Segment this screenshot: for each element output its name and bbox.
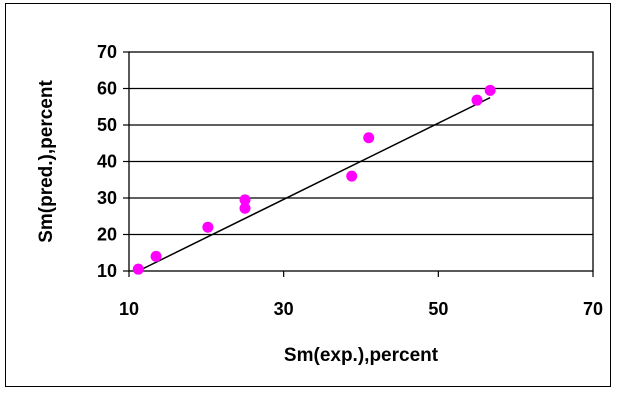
trendline — [137, 96, 491, 272]
gridlines — [129, 87, 593, 236]
data-point — [471, 94, 483, 106]
x-tick-label: 50 — [428, 299, 448, 319]
x-tick-label: 30 — [274, 299, 294, 319]
y-tick-label: 40 — [97, 152, 117, 172]
y-tick-label: 30 — [97, 188, 117, 208]
x-tick-label: 10 — [119, 299, 139, 319]
data-point — [239, 194, 251, 206]
data-point — [239, 202, 251, 214]
data-point — [363, 132, 375, 144]
y-tick-label: 60 — [97, 79, 117, 99]
x-tick-label: 70 — [583, 299, 603, 319]
data-point — [346, 170, 358, 182]
chart-frame — [5, 3, 611, 387]
y-axis-ticks: 10 20 30 40 50 60 70 — [97, 42, 129, 281]
y-tick-label: 70 — [97, 42, 117, 62]
data-point — [202, 221, 214, 233]
x-axis-title: Sm(exp.),percent — [284, 345, 439, 366]
data-point — [150, 250, 162, 262]
data-point — [484, 84, 496, 96]
x-axis-ticks: 10 30 50 70 — [119, 271, 603, 319]
y-tick-label: 20 — [97, 225, 117, 245]
data-points — [132, 84, 496, 275]
y-tick-label: 50 — [97, 115, 117, 135]
y-axis-title: Sm(pred.),percent — [36, 80, 57, 243]
data-point — [132, 263, 144, 275]
y-tick-label: 10 — [97, 261, 117, 281]
